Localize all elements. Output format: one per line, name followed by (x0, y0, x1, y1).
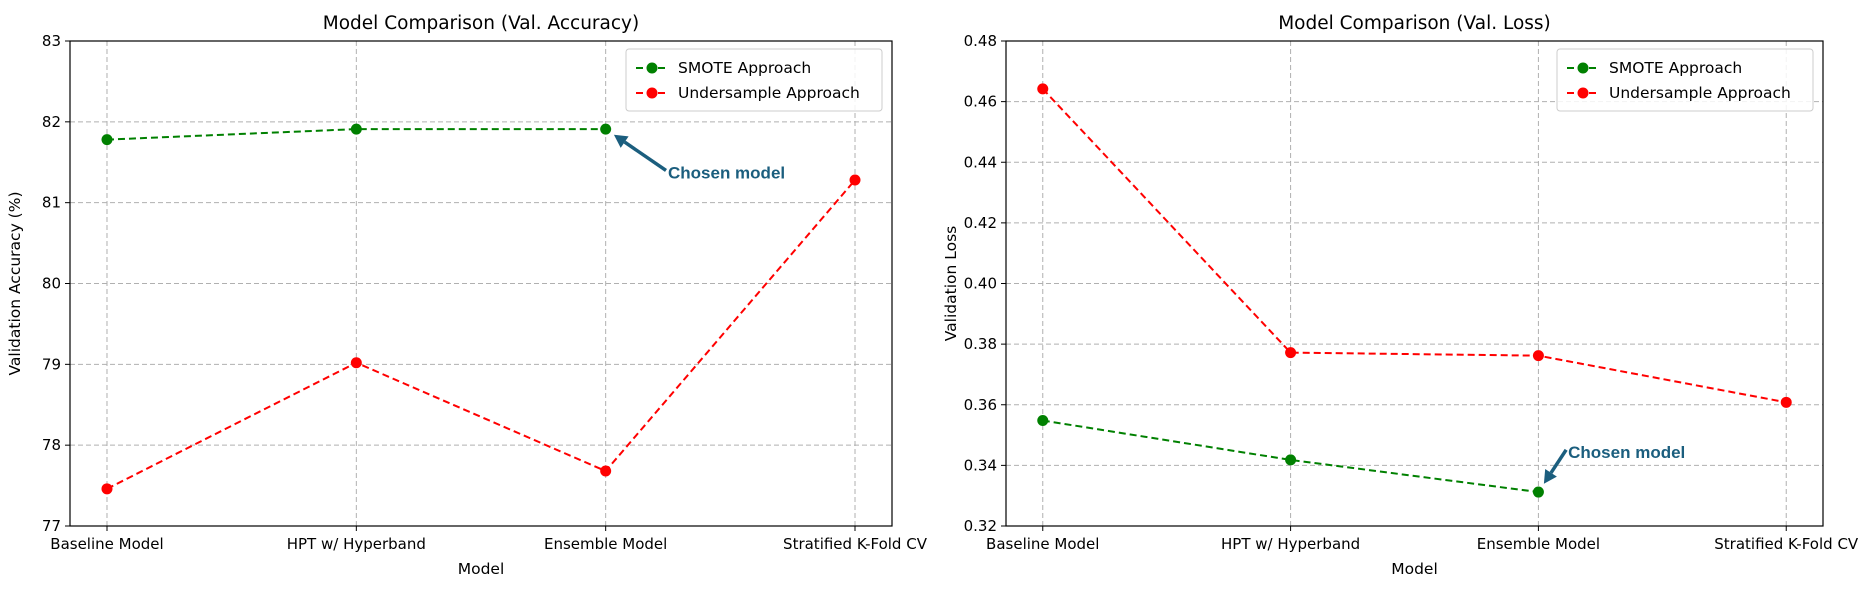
data-point (1532, 350, 1544, 362)
y-tick-label: 0.48 (964, 32, 997, 50)
y-tick-label: 80 (42, 275, 61, 293)
x-tick-label: Ensemble Model (544, 535, 667, 553)
legend-marker (1577, 87, 1589, 99)
data-point (1037, 415, 1049, 427)
chart-title: Model Comparison (Val. Loss) (1278, 13, 1551, 34)
legend-label: Undersample Approach (678, 84, 860, 102)
annotation-label: Chosen model (1568, 443, 1685, 462)
data-point (101, 134, 113, 146)
data-point (1780, 396, 1792, 408)
y-tick-label: 78 (42, 436, 61, 454)
data-point (1285, 347, 1297, 359)
legend-marker (646, 87, 658, 99)
chart-panel-2: Baseline Model HPT w/ Hyperband Ensemble M… (942, 13, 1859, 578)
data-point (350, 123, 362, 135)
x-tick-label: HPT w/ Hyperband (287, 535, 426, 553)
data-point (1285, 454, 1297, 466)
x-tick-label: HPT w/ Hyperband (1221, 535, 1360, 553)
x-axis-label: Model (1391, 560, 1438, 578)
y-tick-label: 0.32 (964, 517, 997, 535)
data-point (350, 357, 362, 369)
y-tick-label: 0.44 (964, 153, 997, 171)
series-line-2 (106, 179, 856, 490)
data-point (101, 483, 113, 495)
y-tick-label: 77 (42, 517, 61, 535)
annotation-arrow (1549, 448, 1568, 474)
annotation-arrowhead (613, 134, 629, 148)
x-tick-label: Baseline Model (50, 535, 163, 553)
y-tick-label: 0.46 (964, 93, 997, 111)
series-line-1 (106, 128, 606, 141)
legend-label: SMOTE Approach (678, 59, 811, 77)
legend-label: Undersample Approach (1609, 84, 1791, 102)
y-tick-label: 0.34 (964, 456, 997, 474)
y-tick-label: 0.42 (964, 214, 997, 232)
chart-panel-1: Baseline Model HPT w/ Hyperband Ensemble M… (6, 13, 928, 578)
chart-title: Model Comparison (Val. Accuracy) (323, 13, 639, 34)
y-tick-label: 0.38 (964, 335, 997, 353)
y-tick-label: 82 (42, 113, 61, 131)
legend-marker (1577, 62, 1589, 74)
data-point (1532, 486, 1544, 498)
series-line-1 (1042, 419, 1539, 494)
annotation-arrowhead (1543, 468, 1557, 484)
x-tick-label: Baseline Model (986, 535, 1099, 553)
legend-box (1556, 48, 1814, 112)
y-axis-label: Validation Accuracy (%) (6, 192, 24, 376)
x-tick-label: Stratified K-Fold CV (1714, 535, 1859, 553)
data-point (849, 174, 861, 186)
y-tick-label: 81 (42, 194, 61, 212)
legend-box (625, 48, 883, 112)
data-point (600, 465, 612, 477)
legend-marker (646, 62, 658, 74)
x-tick-label: Stratified K-Fold CV (783, 535, 928, 553)
y-tick-label: 0.40 (964, 275, 997, 293)
x-tick-label: Ensemble Model (1477, 535, 1600, 553)
annotation-label: Chosen model (668, 163, 785, 182)
y-tick-label: 83 (42, 32, 61, 50)
y-tick-label: 0.36 (964, 396, 997, 414)
y-tick-label: 79 (42, 355, 61, 373)
legend-label: SMOTE Approach (1609, 59, 1742, 77)
y-axis-label: Validation Loss (942, 226, 960, 341)
x-axis-label: Model (458, 560, 505, 578)
annotation-arrow (623, 140, 667, 172)
data-point (600, 123, 612, 135)
data-point (1037, 83, 1049, 95)
series-line-2 (1042, 88, 1787, 404)
